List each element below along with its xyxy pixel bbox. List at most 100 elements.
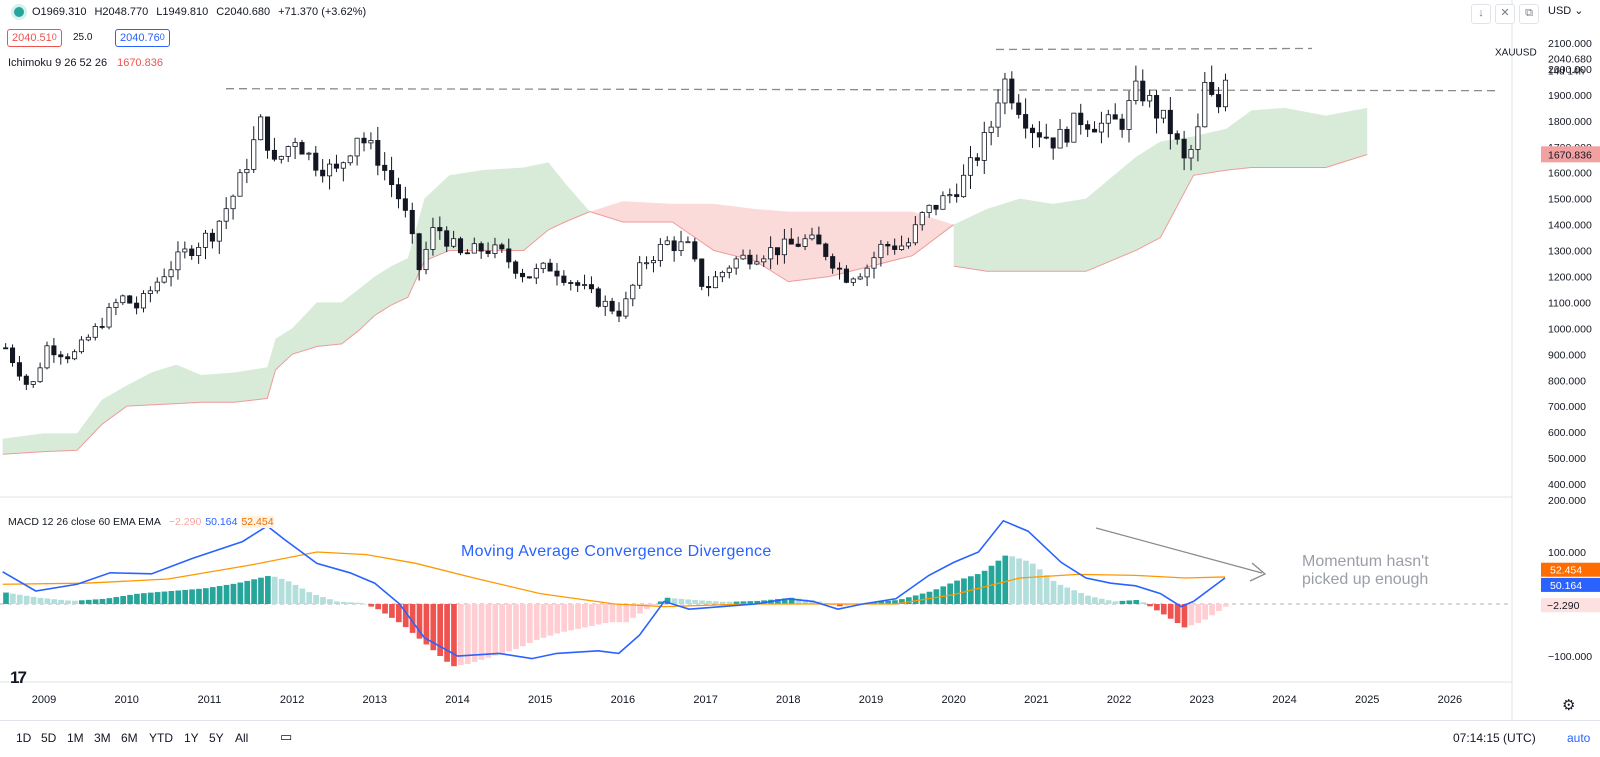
- candle: [795, 236, 801, 248]
- range-6m[interactable]: 6M: [121, 731, 138, 745]
- arrow-down-icon[interactable]: ↓: [1471, 4, 1491, 24]
- histogram-bar: [554, 604, 561, 634]
- histogram-bar: [1216, 604, 1222, 611]
- candle-body: [99, 326, 105, 328]
- candles: [3, 65, 1229, 390]
- candle-body: [306, 152, 312, 155]
- candle-body: [1016, 102, 1022, 115]
- range-5d[interactable]: 5D: [41, 731, 57, 745]
- candle: [16, 355, 22, 381]
- price-tick-label: 1400.000: [1548, 220, 1592, 232]
- candle-body: [650, 260, 657, 264]
- candle: [588, 276, 594, 294]
- histogram-bar: [216, 586, 223, 604]
- histogram-bar: [182, 589, 189, 604]
- candle-body: [1064, 128, 1070, 143]
- histogram-bar: [747, 601, 754, 604]
- candle: [389, 156, 395, 198]
- candle: [306, 151, 312, 161]
- range-ytd[interactable]: YTD: [149, 731, 173, 745]
- candle: [347, 154, 353, 166]
- candle-body: [1195, 126, 1201, 150]
- candle: [1188, 144, 1194, 171]
- ichimoku-value: 1670.836: [117, 57, 163, 69]
- candle: [850, 277, 856, 286]
- time-axis-label: 2018: [776, 694, 800, 706]
- macd-legend[interactable]: MACD 12 26 close 60 EMA EMA −2.290 50.164 5…: [8, 516, 274, 528]
- candle: [1174, 130, 1180, 145]
- ohlc-readout: O1969.310 H2048.770 L1949.810 C2040.680 …: [14, 6, 366, 18]
- candle-body: [1112, 114, 1118, 120]
- currency-label: USD: [1548, 5, 1572, 17]
- candle: [230, 194, 236, 220]
- histogram-bar: [533, 604, 540, 640]
- candle: [58, 351, 64, 365]
- candle-body: [182, 248, 188, 253]
- histogram-bar: [630, 604, 636, 618]
- range-5y[interactable]: 5Y: [209, 731, 224, 745]
- candle-body: [368, 140, 374, 144]
- candle-body: [644, 262, 650, 265]
- histogram-bar: [1098, 598, 1105, 604]
- tradingview-logo-icon[interactable]: 17: [10, 668, 27, 687]
- candle: [740, 249, 746, 260]
- histogram-bar: [547, 604, 554, 636]
- candle-body: [1154, 95, 1160, 119]
- candle: [871, 251, 877, 279]
- candle: [733, 256, 739, 275]
- histogram-bar: [788, 597, 795, 604]
- gear-icon[interactable]: ⚙: [1562, 697, 1576, 714]
- candle: [113, 298, 119, 316]
- range-1d[interactable]: 1D: [16, 731, 32, 745]
- restore-icon[interactable]: ⧉: [1519, 4, 1539, 24]
- chart-canvas[interactable]: 400.000 500.000 600.000 700.000 800.000 900.0…: [0, 0, 1600, 720]
- histogram-bar: [1174, 604, 1181, 624]
- range-1y[interactable]: 1Y: [184, 731, 199, 745]
- currency-selector[interactable]: USD ⌄: [1548, 4, 1584, 17]
- candle-body: [933, 204, 939, 210]
- range-1m[interactable]: 1M: [67, 731, 84, 745]
- candle: [719, 270, 725, 283]
- histogram-bar: [575, 604, 581, 629]
- buy-price-box[interactable]: 2040.760: [115, 29, 170, 47]
- candle-body: [106, 307, 112, 328]
- range-3m[interactable]: 3M: [94, 731, 111, 745]
- range-all[interactable]: All: [235, 731, 249, 745]
- candle: [1057, 119, 1063, 149]
- histogram-bar: [375, 604, 381, 610]
- auto-scale-toggle[interactable]: auto: [1567, 731, 1591, 745]
- market-status-icon: [14, 7, 24, 17]
- histogram-bar: [161, 591, 168, 604]
- histogram-bar: [1030, 563, 1036, 604]
- clock[interactable]: 07:14:15 (UTC): [1453, 731, 1536, 745]
- price-tick-label: 1000.000: [1548, 323, 1592, 335]
- histogram-bar: [1112, 601, 1119, 604]
- candle: [37, 362, 43, 383]
- candle-body: [533, 268, 539, 279]
- candle: [382, 152, 388, 181]
- ichimoku-legend[interactable]: Ichimoku 9 26 52 26 1670.836: [8, 57, 163, 69]
- bottom-toolbar: 1D 5D 1M 3M 6M YTD 1Y 5Y All ▭ 07:14:15 …: [0, 720, 1600, 757]
- sell-price-box[interactable]: 2040.510: [7, 29, 62, 47]
- close-icon[interactable]: ✕: [1495, 4, 1515, 24]
- candle-body: [292, 142, 298, 147]
- histogram-bar: [1105, 600, 1112, 604]
- candle: [258, 114, 264, 141]
- candle-body: [1029, 127, 1036, 134]
- histogram-bar: [209, 587, 216, 604]
- sell-price-small: 0: [51, 32, 57, 42]
- histogram-bar: [175, 590, 182, 604]
- histogram-bar: [30, 596, 37, 604]
- histogram-bar: [644, 604, 650, 610]
- histogram-bar: [361, 604, 368, 605]
- date-range-icon[interactable]: ▭: [280, 729, 293, 744]
- candle-body: [271, 149, 277, 160]
- candle: [678, 230, 684, 257]
- candle: [967, 145, 974, 189]
- candle: [23, 374, 29, 390]
- histogram-bar: [320, 597, 326, 604]
- price-tick-label: 1300.000: [1548, 246, 1592, 258]
- candle-body: [175, 251, 181, 271]
- histogram-bar: [1023, 560, 1029, 604]
- candle-body: [1050, 137, 1056, 149]
